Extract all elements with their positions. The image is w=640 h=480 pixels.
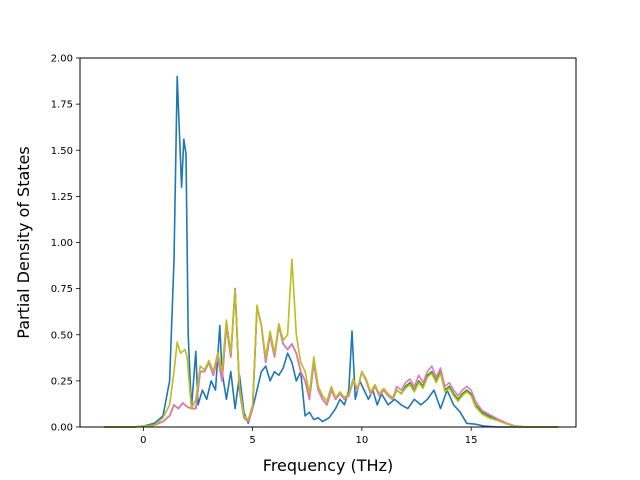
plot-frame (79, 57, 577, 428)
series-line-5 (104, 258, 559, 428)
series-layer (104, 75, 559, 428)
y-tick-label: 1.75 (51, 100, 73, 111)
y-tick-label: 0.50 (51, 330, 73, 341)
y-axis-label: Partial Density of States (14, 146, 33, 338)
y-tick-label: 1.25 (51, 192, 73, 203)
y-tick-label: 0.75 (51, 284, 73, 295)
y-tick-label: 1.00 (51, 238, 73, 249)
y-tick-label: 0.00 (51, 423, 73, 434)
ticks-layer: 0 5 10 15 0.00 0.25 0.50 0.75 1.00 1.25 1.50 1.75 2.… (51, 54, 478, 447)
y-tick-label: 1.50 (51, 146, 73, 157)
x-tick-label: 10 (356, 435, 369, 446)
x-tick-label: 5 (249, 435, 255, 446)
x-tick-label: 15 (465, 435, 478, 446)
series-line-1 (104, 75, 559, 428)
y-tick-label: 2.00 (51, 54, 73, 65)
x-axis-label: Frequency (THz) (263, 456, 393, 475)
x-tick-label: 0 (140, 435, 146, 446)
y-tick-label: 0.25 (51, 376, 73, 387)
